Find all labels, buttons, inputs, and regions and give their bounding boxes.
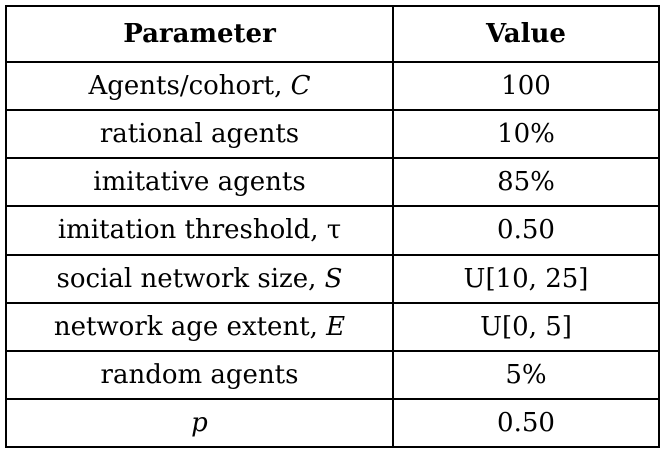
table-row: rational agents 10% [5,109,660,160]
parameter-cell: rational agents [5,109,394,160]
parameter-label: imitative agents [93,167,306,198]
header-row: Parameter Value [5,5,660,63]
parameter-table: Parameter Value Agents/cohort, C 100 rat… [5,5,660,449]
parameter-label: social network size, [56,263,325,294]
parameter-cell: p [5,397,394,449]
header-parameter: Parameter [5,5,394,63]
table-row: social network size, S U[10, 25] [5,253,660,304]
parameter-cell: imitative agents [5,157,394,208]
parameter-label: rational agents [99,119,300,150]
value-cell: U[0, 5] [392,301,660,352]
parameter-symbol: S [324,263,343,294]
parameter-label: random agents [100,359,299,390]
parameter-cell: random agents [5,349,394,400]
value-cell: 85% [392,157,660,208]
value-cell: 0.50 [392,205,660,256]
table-row: random agents 5% [5,349,660,400]
table-row: imitation threshold, τ 0.50 [5,205,660,256]
parameter-cell: network age extent, E [5,301,394,352]
parameter-label: Agents/cohort, [88,71,291,102]
parameter-cell: imitation threshold, τ [5,205,394,256]
parameter-symbol: E [326,311,346,342]
value-cell: 10% [392,109,660,160]
value-cell: 0.50 [392,397,660,449]
header-value: Value [392,5,660,63]
parameter-label: imitation threshold, [57,215,327,246]
parameter-symbol: τ [326,215,342,246]
value-cell: 5% [392,349,660,400]
value-cell: 100 [392,60,660,112]
table-row: imitative agents 85% [5,157,660,208]
parameter-label: network age extent, [53,311,327,342]
parameter-cell: social network size, S [5,253,394,304]
parameter-cell: Agents/cohort, C [5,60,394,112]
value-cell: U[10, 25] [392,253,660,304]
table-row: p 0.50 [5,397,660,449]
table-row: Agents/cohort, C 100 [5,60,660,112]
parameter-symbol: C [290,71,311,102]
table-row: network age extent, E U[0, 5] [5,301,660,352]
parameter-symbol: p [191,407,208,438]
